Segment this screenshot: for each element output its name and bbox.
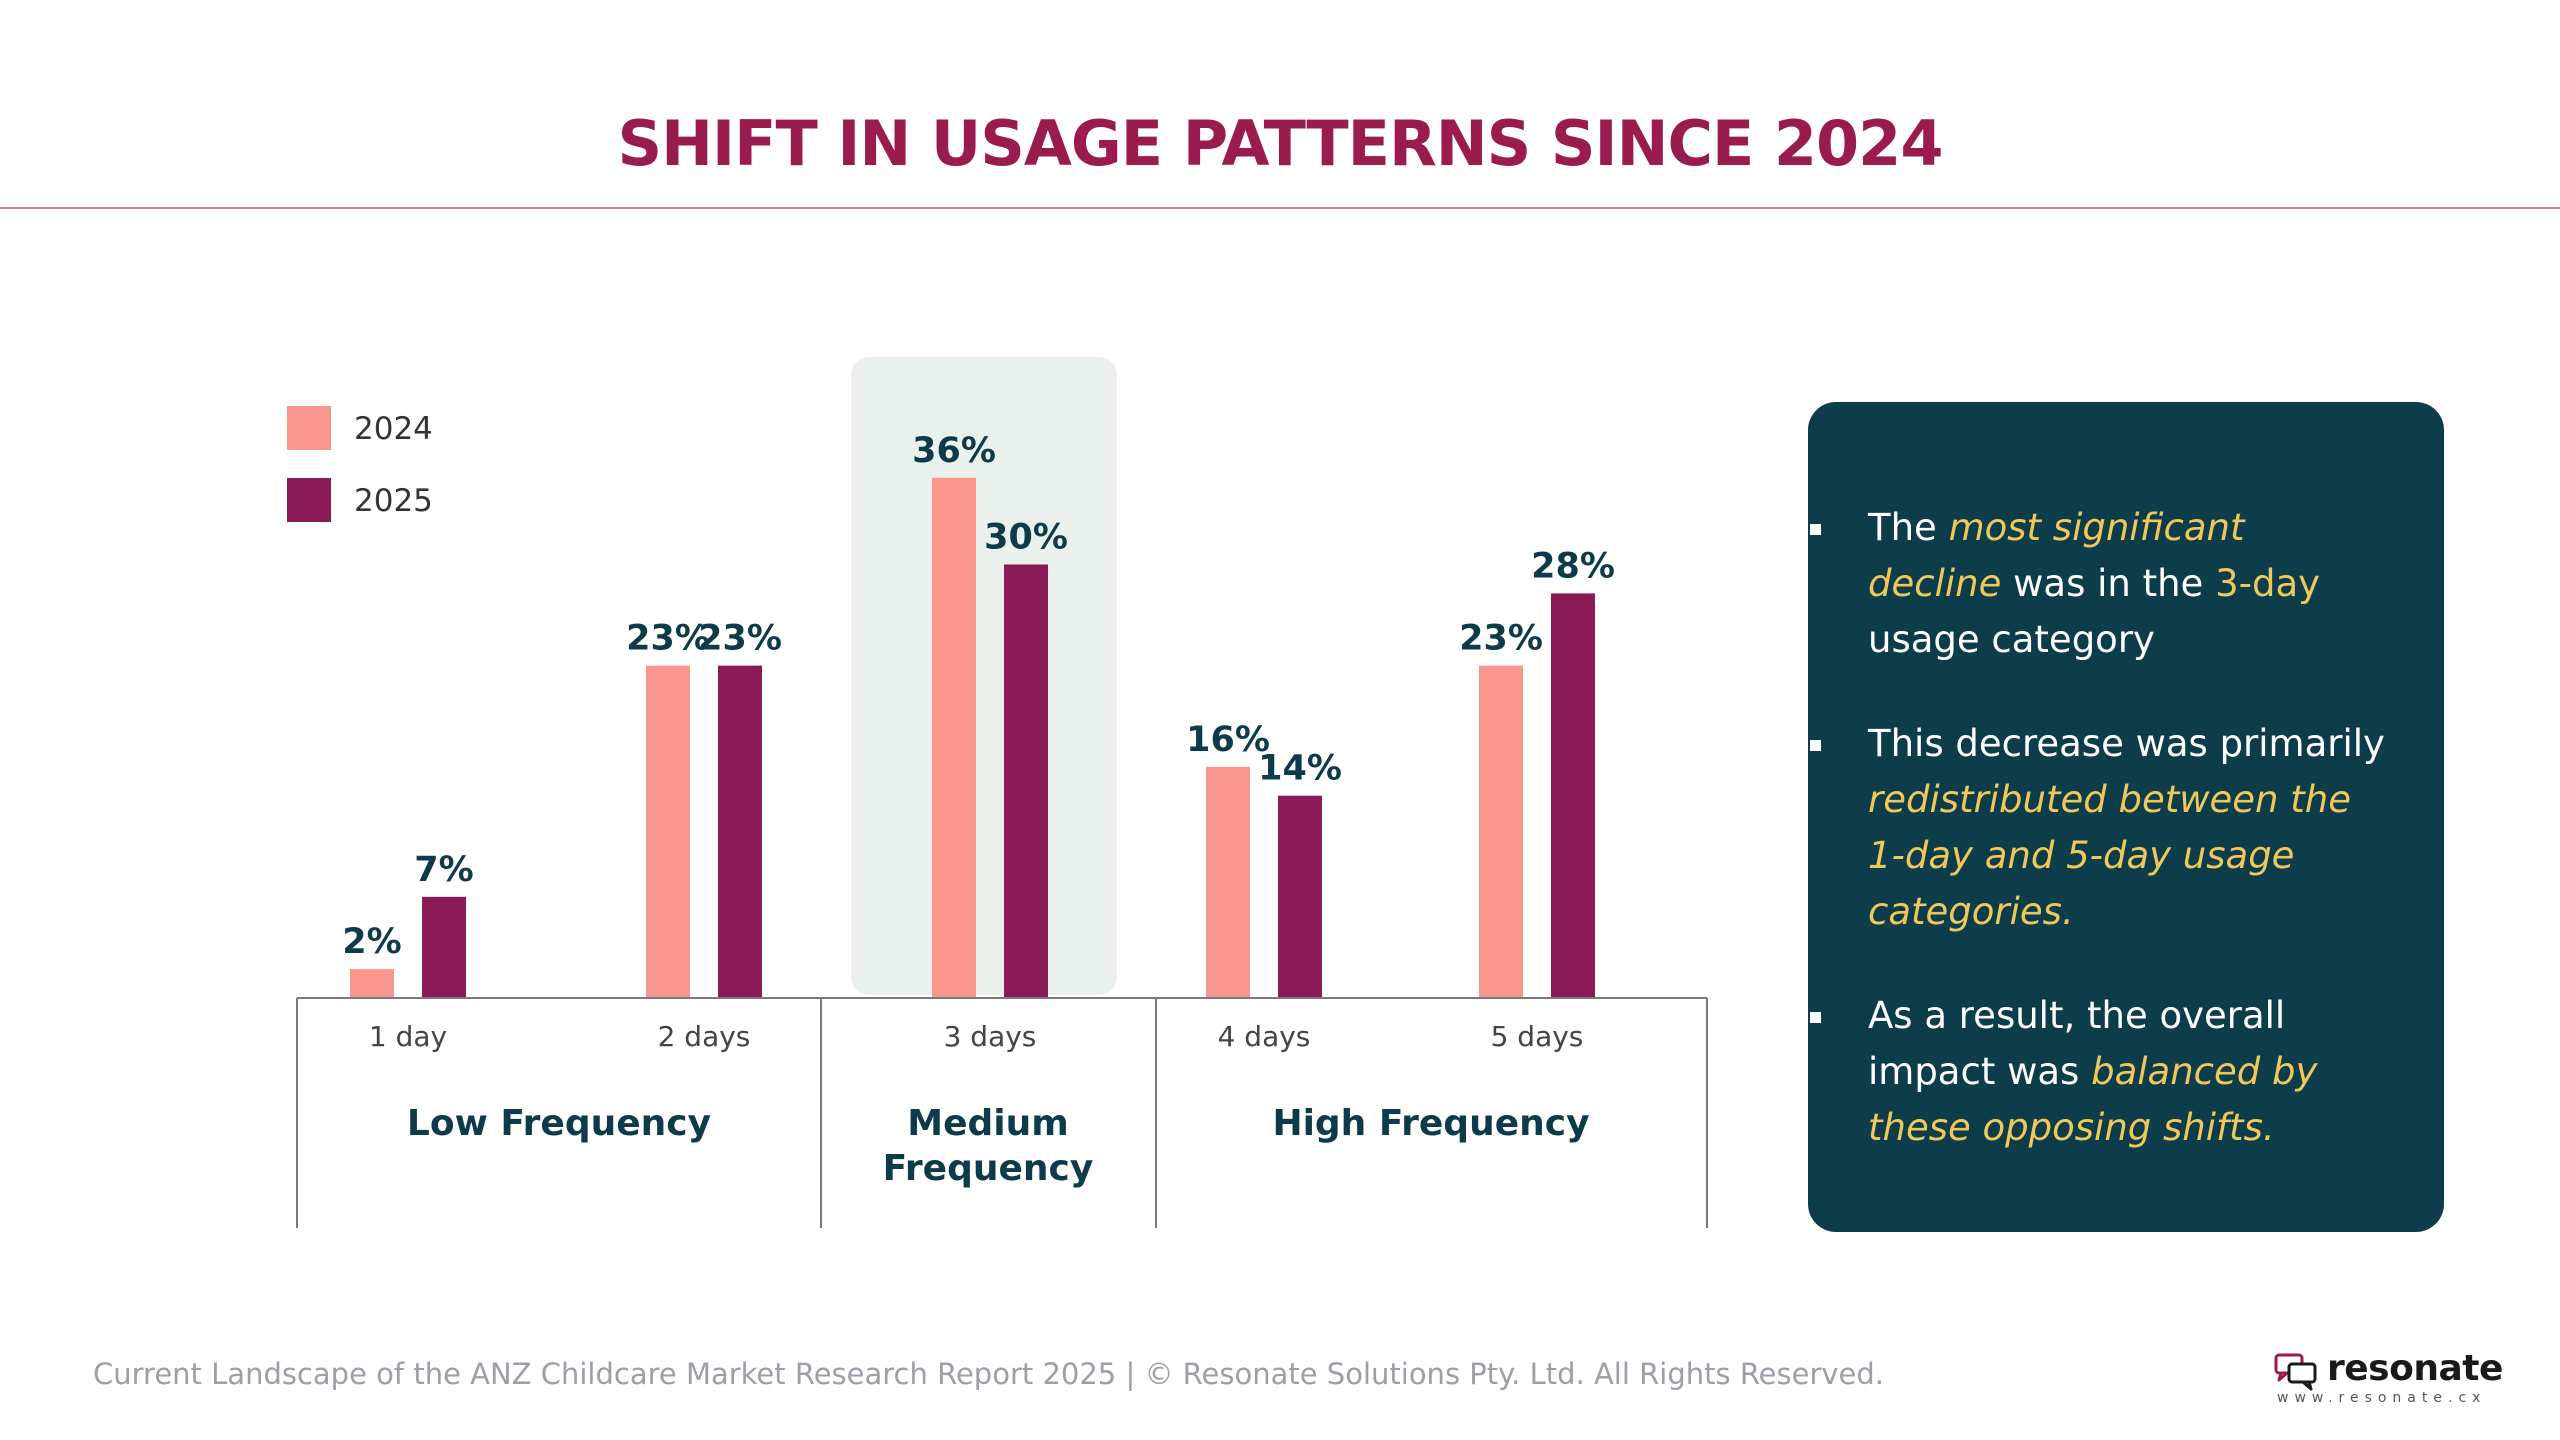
bullet-text-segment: balanced by these opposing shifts. bbox=[1868, 1050, 2318, 1149]
insight-bullet-3: As a result, the overall impact was bala… bbox=[1810, 988, 2388, 1156]
insight-bullet-2: This decrease was primarily redistribute… bbox=[1810, 716, 2388, 940]
highlight-band bbox=[851, 357, 1117, 995]
usage-bar-chart: 2% 23% 36% 16% 23% 7% 23% 30% 14% 28% 1 day 2 days 3… bbox=[287, 357, 1708, 1228]
bullet-text-segment: This decrease was primarily bbox=[1868, 722, 2385, 765]
bar-2024-1-day bbox=[350, 969, 394, 998]
value-label-2024-1-day: 2% bbox=[342, 922, 401, 962]
title-divider bbox=[0, 207, 2560, 209]
page-title: SHIFT IN USAGE PATTERNS SINCE 2024 bbox=[617, 107, 1944, 180]
bar-2024-3-days bbox=[932, 477, 976, 998]
bar-2024-2-days bbox=[646, 665, 690, 998]
tick-label-5-days: 5 days bbox=[1491, 1020, 1584, 1053]
value-label-2024-2-days: 23% bbox=[626, 619, 710, 659]
legend-label-2024: 2024 bbox=[354, 411, 433, 447]
bullet-text-segment: As a result, the overall impact was bbox=[1868, 994, 2286, 1093]
bullet-text-segment: The bbox=[1868, 506, 1949, 549]
logo-url: www.resonate.cx bbox=[2277, 1390, 2487, 1406]
value-label-2025-4-days: 14% bbox=[1258, 749, 1342, 789]
bullet-square-icon bbox=[1810, 740, 1821, 751]
bar-2025-4-days bbox=[1278, 795, 1322, 998]
bar-2024-5-days bbox=[1479, 665, 1523, 998]
legend-swatch-2025 bbox=[287, 478, 331, 522]
legend-label-2025: 2025 bbox=[354, 483, 433, 519]
bullet-text-segment: most significant decline bbox=[1868, 506, 2245, 605]
value-label-2025-3-days: 30% bbox=[984, 518, 1068, 558]
bullet-square-icon bbox=[1810, 1012, 1821, 1023]
tick-label-3-days: 3 days bbox=[944, 1020, 1037, 1053]
bar-2025-3-days bbox=[1004, 564, 1048, 998]
footer-copyright: Current Landscape of the ANZ Childcare M… bbox=[93, 1357, 1885, 1391]
legend-swatch-2024 bbox=[287, 406, 331, 450]
group-label-medium-line2: Frequency bbox=[883, 1148, 1094, 1189]
tick-label-1-day: 1 day bbox=[369, 1020, 447, 1053]
resonate-logo: resonate www.resonate.cx bbox=[2273, 1348, 2503, 1408]
bullet-text-segment: 3-day bbox=[2215, 562, 2321, 605]
bullet-text-segment: redistributed between the 1-day and 5-da… bbox=[1868, 778, 2351, 933]
group-label-medium-line1: Medium bbox=[907, 1103, 1069, 1144]
bar-2024-4-days bbox=[1206, 766, 1250, 998]
value-label-2024-3-days: 36% bbox=[912, 431, 996, 471]
insight-bullet-1-text: The most significant decline was in the … bbox=[1868, 506, 2320, 661]
value-label-2025-1-day: 7% bbox=[414, 850, 473, 890]
bullet-text-segment: was in the bbox=[2001, 562, 2216, 605]
value-label-2025-5-days: 28% bbox=[1531, 546, 1615, 586]
value-label-2024-4-days: 16% bbox=[1186, 720, 1270, 760]
value-label-2024-5-days: 23% bbox=[1459, 619, 1543, 659]
insight-bullet-3-text: As a result, the overall impact was bala… bbox=[1868, 994, 2317, 1149]
tick-label-2-days: 2 days bbox=[658, 1020, 751, 1053]
value-label-2025-2-days: 23% bbox=[698, 619, 782, 659]
insights-panel: The most significant decline was in the … bbox=[1808, 402, 2444, 1232]
bar-2025-5-days bbox=[1551, 593, 1595, 998]
tick-label-4-days: 4 days bbox=[1218, 1020, 1311, 1053]
group-label-low: Low Frequency bbox=[407, 1103, 711, 1144]
bar-2025-1-day bbox=[422, 896, 466, 998]
logo-wordmark: resonate bbox=[2327, 1348, 2503, 1389]
bullet-square-icon bbox=[1810, 524, 1821, 535]
bar-2025-2-days bbox=[718, 665, 762, 998]
group-label-high: High Frequency bbox=[1272, 1103, 1589, 1144]
bullet-text-segment: usage category bbox=[1868, 618, 2155, 661]
speech-bubbles-icon bbox=[2274, 1353, 2317, 1391]
insight-bullet-2-text: This decrease was primarily redistribute… bbox=[1868, 722, 2385, 933]
insight-bullet-1: The most significant decline was in the … bbox=[1810, 500, 2388, 668]
